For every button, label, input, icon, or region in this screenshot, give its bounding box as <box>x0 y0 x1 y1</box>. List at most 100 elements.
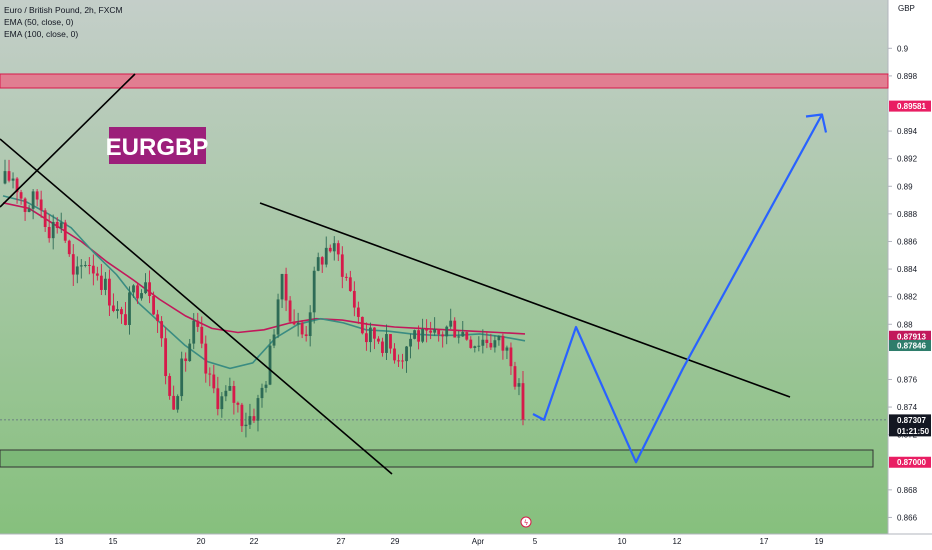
price-tick-label: 0.89 <box>897 182 913 191</box>
trendline-descending[interactable] <box>259 202 791 398</box>
candle-body <box>433 329 437 333</box>
candle-body <box>481 339 485 346</box>
candle-body <box>51 221 55 239</box>
time-tick-label: Apr <box>472 537 485 546</box>
candle-body <box>192 320 196 344</box>
candle-body <box>441 334 445 337</box>
candle-body <box>55 221 59 229</box>
price-tag-label: 0.87913 <box>897 332 926 341</box>
candle-body <box>324 247 328 265</box>
candle-body <box>216 388 220 410</box>
trendline-falling-steep[interactable] <box>0 138 393 475</box>
candle-body <box>437 329 441 335</box>
candle-body <box>244 424 248 427</box>
legend-symbol[interactable]: Euro / British Pound, 2h, FXCM <box>4 5 123 15</box>
candle-body <box>517 383 521 387</box>
price-tick-label: 0.892 <box>897 155 918 164</box>
candle-body <box>312 270 316 313</box>
resistance-zone[interactable] <box>0 73 889 89</box>
candle-body <box>27 208 31 212</box>
legend-ema50[interactable]: EMA (50, close, 0) <box>4 17 74 27</box>
candle-body <box>236 402 240 405</box>
candle-body <box>252 416 256 421</box>
candle-body <box>477 345 481 347</box>
price-tick-label: 0.9 <box>897 44 909 53</box>
candle-body <box>196 320 200 327</box>
symbol-label: EURGBP <box>106 134 209 161</box>
candle-body <box>232 386 236 403</box>
candle-body <box>485 339 489 343</box>
candle-body <box>336 243 340 255</box>
candle-body <box>164 338 168 377</box>
candle-body <box>200 326 204 344</box>
candle-body <box>168 376 172 396</box>
candle-body <box>67 240 71 255</box>
price-tick-label: 0.868 <box>897 486 918 495</box>
candle-body <box>421 329 425 342</box>
price-tag-label: 0.89581 <box>897 102 926 111</box>
plot-background <box>0 0 888 534</box>
candle-body <box>43 210 47 227</box>
candle-body <box>248 416 252 425</box>
price-axis[interactable] <box>888 0 932 534</box>
candle-body <box>79 265 83 267</box>
price-tick-label: 0.886 <box>897 237 918 246</box>
price-tick-label: 0.866 <box>897 513 918 522</box>
candle-body <box>413 330 416 339</box>
time-tick-label: 27 <box>337 537 346 546</box>
candle-body <box>501 335 505 351</box>
candle-body <box>116 309 119 311</box>
candle-body <box>308 312 312 337</box>
candle-body <box>348 277 352 291</box>
candle-body <box>148 282 151 297</box>
time-axis[interactable] <box>0 534 932 550</box>
event-flag[interactable] <box>520 516 532 528</box>
time-tick-label: 12 <box>673 537 682 546</box>
price-tick-label: 0.894 <box>897 127 918 136</box>
candle-body <box>393 348 396 361</box>
price-tag-ema100 <box>889 330 931 342</box>
candle-body <box>91 265 95 274</box>
price-tick-label: 0.898 <box>897 72 918 81</box>
legend-ema100[interactable]: EMA (100, close, 0) <box>4 29 78 39</box>
candle-body <box>272 334 276 346</box>
candles <box>3 159 525 438</box>
time-tick-label: 13 <box>55 537 64 546</box>
candle-body <box>120 309 123 315</box>
candle-body <box>304 334 308 337</box>
candle-body <box>220 396 224 410</box>
candle-body <box>405 346 408 362</box>
candle-body <box>224 390 228 397</box>
candle-body <box>63 222 67 241</box>
candle-body <box>300 322 304 335</box>
candle-body <box>389 334 392 349</box>
time-tick-label: 17 <box>760 537 769 546</box>
candle-body <box>144 282 147 294</box>
candle-body <box>108 278 111 306</box>
candle-body <box>369 327 372 343</box>
ema50-line <box>2 195 526 370</box>
price-tag-label: 0.87000 <box>897 458 926 467</box>
candle-body <box>280 273 284 300</box>
trendline-upper-left[interactable] <box>0 73 136 208</box>
support-zone[interactable] <box>0 449 874 468</box>
candle-body <box>397 360 400 362</box>
candle-body <box>59 222 63 229</box>
candle-body <box>140 293 143 299</box>
candle-body <box>15 178 19 193</box>
price-tag-label: 0.87846 <box>897 342 926 351</box>
candle-body <box>513 366 517 387</box>
candle-body <box>240 404 244 427</box>
candle-body <box>465 332 469 340</box>
time-tick-label: 29 <box>391 537 400 546</box>
candle-body <box>19 192 23 199</box>
projection-line <box>532 113 823 464</box>
price-tag-last <box>889 414 931 437</box>
candle-body <box>103 278 107 290</box>
projection-path[interactable] <box>532 113 828 464</box>
candle-body <box>256 398 260 421</box>
price-tag-ema50 <box>889 340 931 352</box>
candle-body <box>172 395 176 410</box>
candle-body <box>449 320 453 327</box>
